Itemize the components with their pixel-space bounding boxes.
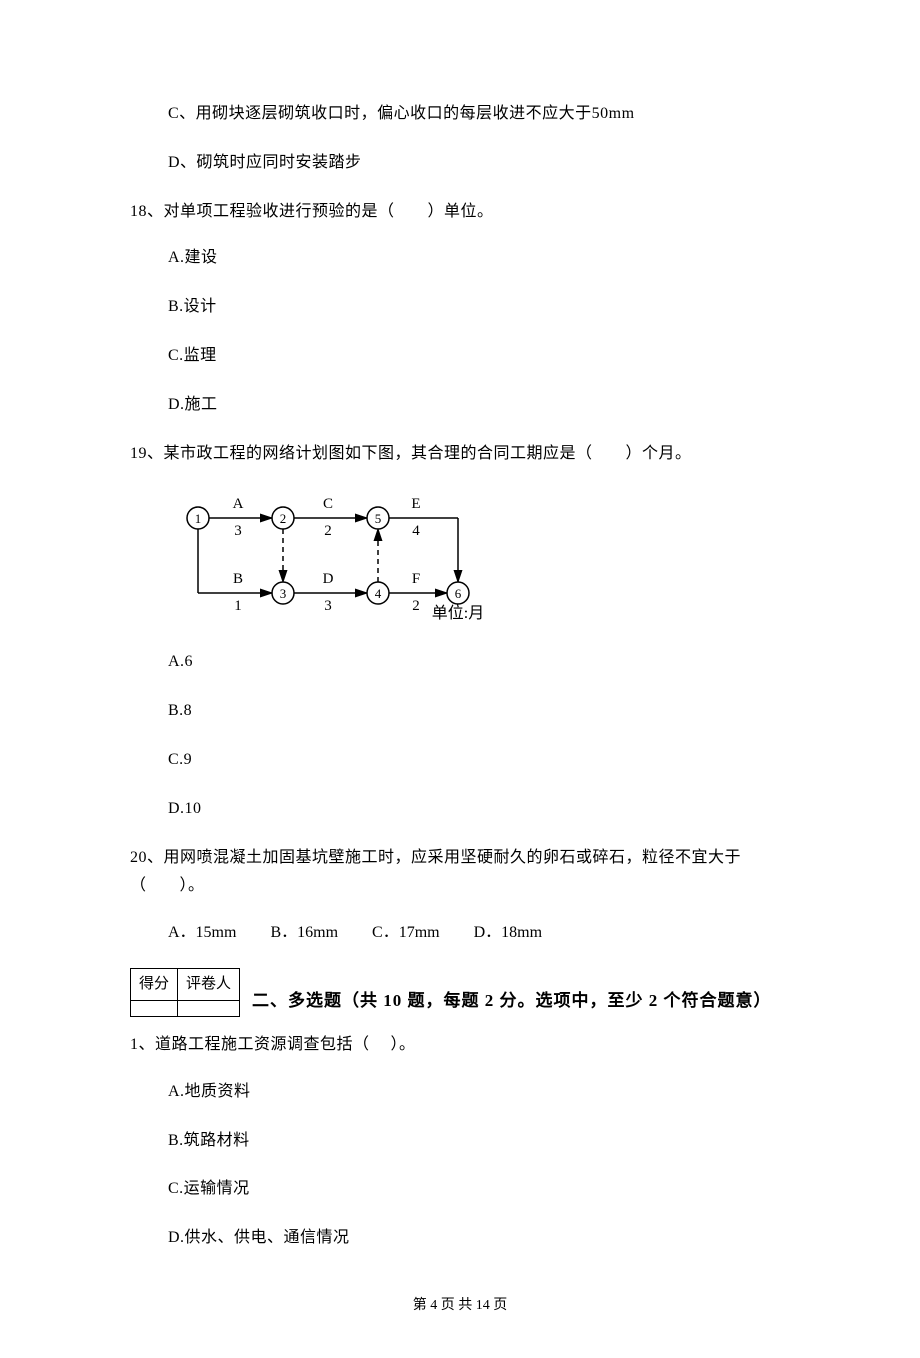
svg-text:1: 1 xyxy=(234,598,242,614)
svg-text:6: 6 xyxy=(455,586,462,601)
option-c: C、用砌块逐层砌筑收口时，偏心收口的每层收进不应大于50mm xyxy=(130,100,790,129)
score-cell xyxy=(131,1000,178,1016)
svg-text:D: D xyxy=(323,571,334,587)
option-b: B.筑路材料 xyxy=(130,1127,790,1156)
option-d: D.施工 xyxy=(130,391,790,420)
svg-text:C: C xyxy=(323,496,333,512)
question-18: 18、对单项工程验收进行预验的是（ ）单位。 A.建设 B.设计 C.监理 D.… xyxy=(130,198,790,420)
question-stem: 1、道路工程施工资源调查包括（ ）。 xyxy=(130,1031,790,1060)
option-c: C.9 xyxy=(130,746,790,775)
score-table: 得分 评卷人 xyxy=(130,968,240,1017)
grader-cell xyxy=(178,1000,240,1016)
svg-text:3: 3 xyxy=(280,586,287,601)
svg-text:3: 3 xyxy=(324,598,332,614)
option-c: C.运输情况 xyxy=(130,1175,790,1204)
svg-text:3: 3 xyxy=(234,523,242,539)
svg-text:单位:月: 单位:月 xyxy=(432,604,484,622)
score-col-header: 得分 xyxy=(131,968,178,1000)
option-b: B.8 xyxy=(130,697,790,726)
svg-text:4: 4 xyxy=(412,523,420,539)
svg-text:2: 2 xyxy=(324,523,332,539)
question-stem: 20、用网喷混凝土加固基坑壁施工时，应采用坚硬耐久的卵石或碎石，粒径不宜大于（ … xyxy=(130,844,790,902)
network-svg: 1 2 3 4 5 6 A 3 C 2 E 4 B 1 D 3 F 2 单位:月 xyxy=(168,488,508,628)
svg-text:2: 2 xyxy=(280,511,287,526)
page-footer: 第 4 页 共 14 页 xyxy=(130,1293,790,1318)
question-stem: 19、某市政工程的网络计划图如下图，其合理的合同工期应是（ ）个月。 xyxy=(130,440,790,469)
section-title: 二、多选题（共 10 题，每题 2 分。选项中，至少 2 个符合题意） xyxy=(252,986,772,1017)
question-19: 19、某市政工程的网络计划图如下图，其合理的合同工期应是（ ）个月。 1 2 3 4 5… xyxy=(130,440,790,824)
option-d: D.供水、供电、通信情况 xyxy=(130,1224,790,1253)
option-b: B.设计 xyxy=(130,293,790,322)
inline-options: A．15mm B．16mm C．17mm D．18mm xyxy=(130,919,790,948)
option-d: D．18mm xyxy=(474,924,542,941)
option-a: A.地质资料 xyxy=(130,1078,790,1107)
section-2-header: 得分 评卷人 二、多选题（共 10 题，每题 2 分。选项中，至少 2 个符合题… xyxy=(130,968,790,1017)
option-a: A.建设 xyxy=(130,244,790,273)
question-20: 20、用网喷混凝土加固基坑壁施工时，应采用坚硬耐久的卵石或碎石，粒径不宜大于（ … xyxy=(130,844,790,948)
svg-text:A: A xyxy=(233,496,244,512)
svg-text:E: E xyxy=(411,496,420,512)
svg-text:5: 5 xyxy=(375,511,382,526)
question-17-partial: C、用砌块逐层砌筑收口时，偏心收口的每层收进不应大于50mm D、砌筑时应同时安… xyxy=(130,100,790,178)
question-stem: 18、对单项工程验收进行预验的是（ ）单位。 xyxy=(130,198,790,227)
option-d: D、砌筑时应同时安装踏步 xyxy=(130,149,790,178)
grader-col-header: 评卷人 xyxy=(178,968,240,1000)
option-c: C.监理 xyxy=(130,342,790,371)
svg-text:1: 1 xyxy=(195,511,202,526)
option-d: D.10 xyxy=(130,795,790,824)
svg-text:F: F xyxy=(412,571,420,587)
option-a: A.6 xyxy=(130,648,790,677)
multi-question-1: 1、道路工程施工资源调查包括（ ）。 A.地质资料 B.筑路材料 C.运输情况 … xyxy=(130,1031,790,1253)
option-c: C．17mm xyxy=(372,924,440,941)
option-b: B．16mm xyxy=(270,924,338,941)
svg-text:4: 4 xyxy=(375,586,382,601)
option-a: A．15mm xyxy=(168,924,236,941)
svg-text:B: B xyxy=(233,571,243,587)
svg-text:2: 2 xyxy=(412,598,420,614)
network-diagram: 1 2 3 4 5 6 A 3 C 2 E 4 B 1 D 3 F 2 单位:月 xyxy=(168,488,790,628)
